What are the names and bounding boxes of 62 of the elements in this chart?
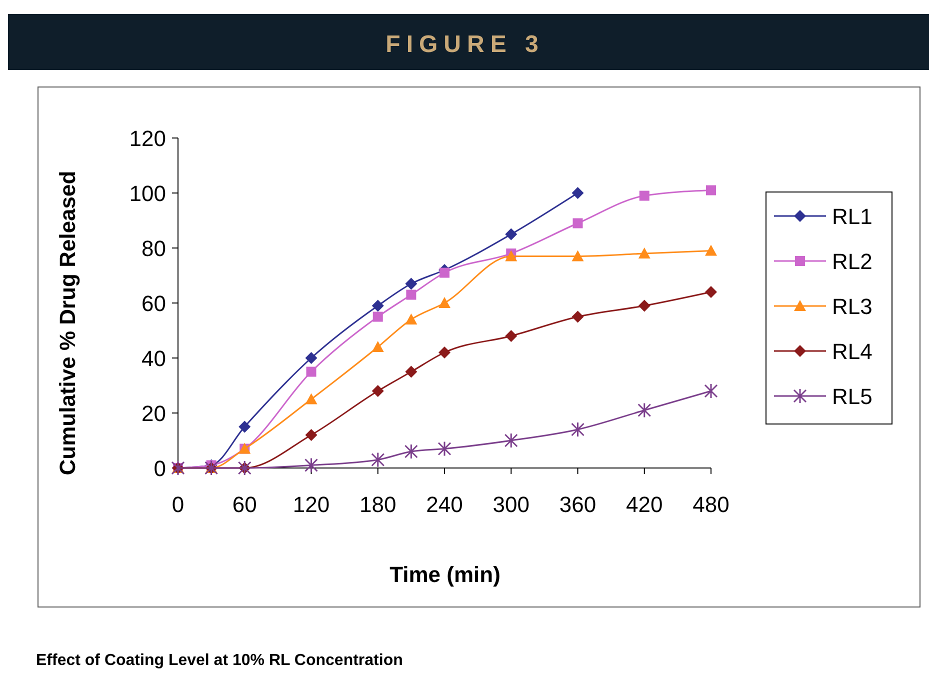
chart-title: FIGURE 3 <box>386 31 544 58</box>
point <box>238 420 251 433</box>
point <box>305 393 318 404</box>
point <box>405 314 418 324</box>
point <box>505 250 518 262</box>
point <box>404 444 418 460</box>
point <box>638 248 650 258</box>
point <box>405 366 418 378</box>
y-tick-label: 100 <box>129 181 166 206</box>
x-axis-title: Time (min) <box>390 562 500 587</box>
point <box>505 228 518 240</box>
point <box>304 458 318 473</box>
point <box>405 278 418 290</box>
y-tick-label: 80 <box>142 236 166 261</box>
y-tick-label: 40 <box>142 346 166 371</box>
point <box>505 330 518 342</box>
point <box>372 341 384 352</box>
point <box>371 452 385 468</box>
point <box>705 244 717 256</box>
y-tick-label: 20 <box>142 401 166 426</box>
x-tick-label: 300 <box>492 492 530 517</box>
point <box>305 429 318 441</box>
point <box>638 402 652 418</box>
legend-label: RL1 <box>832 204 872 229</box>
point <box>571 422 584 438</box>
point <box>704 383 718 399</box>
point <box>438 441 452 456</box>
legend-label: RL4 <box>832 339 872 364</box>
point <box>572 310 584 323</box>
point <box>639 190 650 201</box>
point <box>372 300 384 312</box>
x-tick-label: 360 <box>559 492 596 517</box>
x-tick-label: 120 <box>292 492 330 517</box>
point <box>572 250 584 262</box>
point <box>504 432 518 448</box>
point <box>438 346 450 358</box>
point <box>372 385 384 397</box>
point <box>406 290 416 300</box>
point <box>705 286 717 298</box>
text: Effect of Coating Level at 10% RL Concentration <box>36 652 403 669</box>
point <box>438 297 450 308</box>
point <box>638 300 650 312</box>
legend-label: RL2 <box>832 249 872 274</box>
x-tick-label: 240 <box>426 492 463 517</box>
y-axis-title: Cumulative % Drug Released <box>55 170 80 476</box>
point <box>440 268 450 278</box>
y-tick-label: 0 <box>154 456 166 481</box>
point <box>306 366 316 377</box>
legend-label: RL3 <box>832 294 872 319</box>
point <box>572 218 583 228</box>
point <box>372 312 383 322</box>
x-tick-label: 420 <box>626 492 663 517</box>
point <box>305 352 318 364</box>
x-tick-label: 60 <box>232 492 257 517</box>
point <box>706 185 716 196</box>
y-tick-label: 120 <box>129 126 166 151</box>
x-tick-label: 180 <box>360 492 396 517</box>
x-tick-label: 0 <box>172 492 184 517</box>
point <box>572 187 584 199</box>
legend-label: RL5 <box>832 384 872 409</box>
x-tick-label: 480 <box>692 492 730 517</box>
y-tick-label: 60 <box>142 291 166 316</box>
